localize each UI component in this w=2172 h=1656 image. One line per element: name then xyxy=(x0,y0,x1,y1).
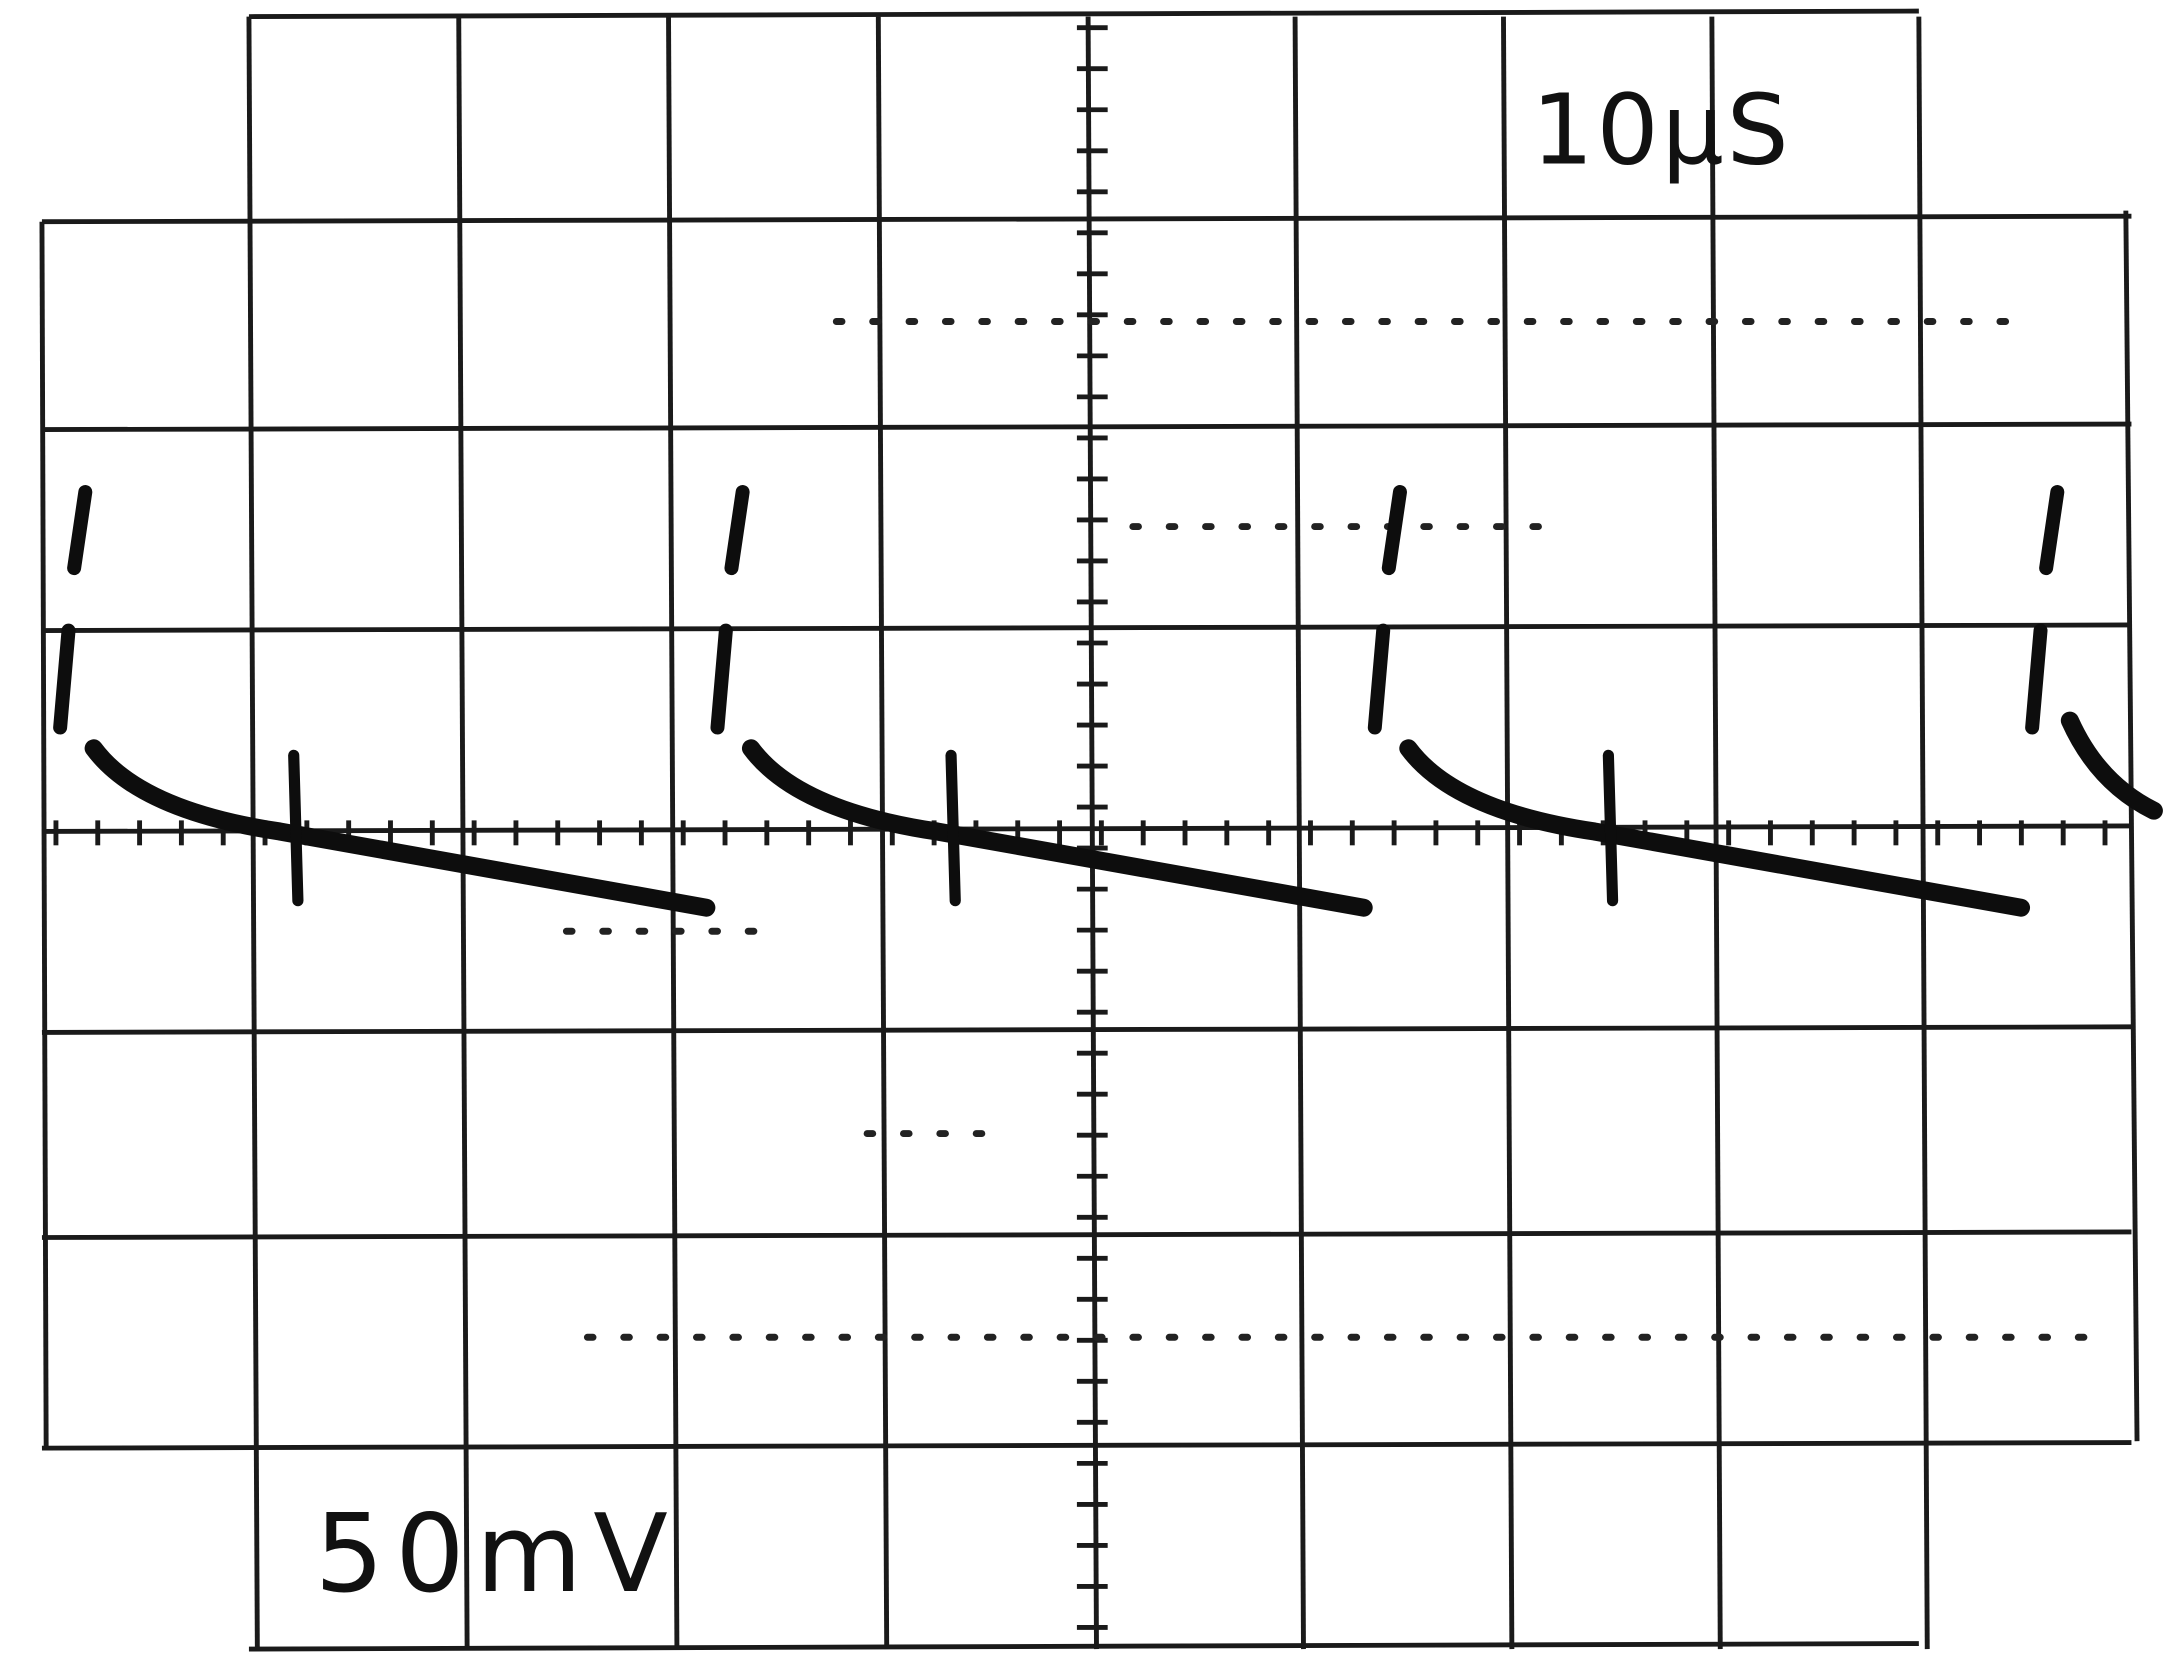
grid-line xyxy=(42,424,2131,430)
grid-line xyxy=(1503,17,1511,1649)
grid-line xyxy=(42,1027,2131,1033)
oscilloscope-screen: 10µS 50mV xyxy=(0,0,2172,1656)
grid-line xyxy=(42,625,2131,631)
grid-line xyxy=(42,1443,2131,1449)
timebase-label: 10µS xyxy=(1531,74,1791,186)
decay xyxy=(2070,721,2154,811)
grid-line xyxy=(42,1232,2131,1238)
page: 10µS 50mV (() => { const data = JSON.par… xyxy=(0,0,2172,1656)
grid-line xyxy=(1088,17,1096,1649)
graticule xyxy=(42,11,2137,1649)
grid-line xyxy=(1712,17,1720,1649)
spike xyxy=(2032,492,2057,728)
grid-line xyxy=(878,17,886,1649)
grid-line xyxy=(42,216,2131,222)
grid-line xyxy=(249,1644,1919,1650)
grid-line xyxy=(459,17,467,1649)
waveform xyxy=(60,492,2154,908)
glitch xyxy=(294,755,298,901)
spike xyxy=(717,492,742,728)
grid-line xyxy=(42,222,46,1448)
grid-line xyxy=(42,826,2131,832)
grid-line xyxy=(1919,17,1927,1649)
glitch xyxy=(951,755,955,901)
grid-line xyxy=(1295,17,1303,1649)
grid-line xyxy=(669,17,677,1649)
volts-label: 50mV xyxy=(315,1490,679,1616)
glitch xyxy=(1608,755,1612,901)
spike xyxy=(60,492,85,728)
grid-line xyxy=(249,11,1919,17)
